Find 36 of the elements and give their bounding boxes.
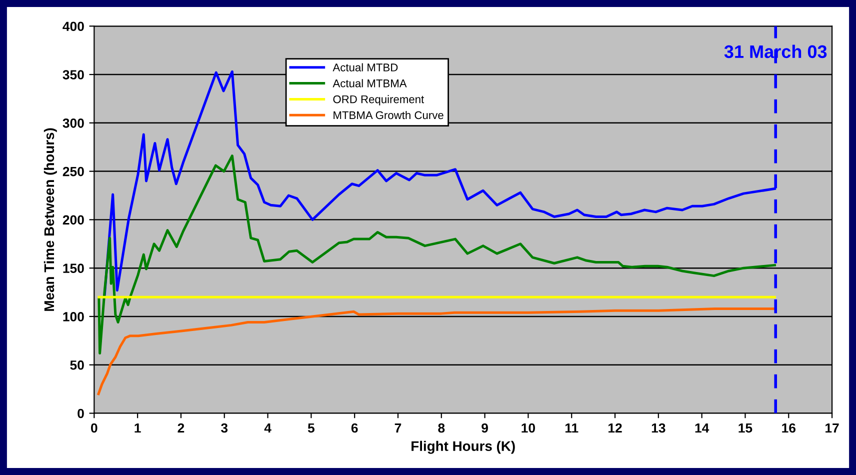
x-tick-label: 5: [308, 423, 314, 433]
x-tick-label: 2: [178, 423, 184, 433]
legend-label: Actual MTBD: [332, 63, 398, 72]
line-series: [98, 154, 776, 354]
legend-label: ORD Requirement: [333, 95, 424, 106]
y-tick-label: 0: [78, 408, 84, 418]
x-axis-title: Flight Hours (K): [412, 440, 515, 454]
x-tick-label: 10: [522, 423, 535, 433]
x-tick-label: 13: [652, 423, 666, 433]
x-tick-label: 14: [695, 423, 710, 433]
x-tick-label: 16: [782, 423, 796, 433]
legend-label: Actual MTBMA: [332, 79, 407, 88]
x-tick-label: 15: [738, 423, 752, 433]
x-tick-label: 11: [565, 423, 578, 433]
x-tick-label: 4: [264, 423, 272, 433]
x-tick-label: 17: [826, 423, 839, 433]
x-tick-label: 8: [438, 423, 445, 433]
x-tick-label: 12: [608, 423, 622, 433]
y-tick-label: 150: [63, 264, 84, 273]
y-tick-label: 200: [62, 215, 84, 225]
y-tick-label: 300: [62, 118, 84, 128]
y-tick-label: 250: [62, 166, 84, 176]
x-tick-label: 7: [394, 423, 402, 433]
y-tick-label: 100: [63, 312, 84, 322]
y-tick-label: 400: [62, 22, 84, 32]
y-tick-label: 350: [62, 70, 84, 80]
x-tick-label: 6: [351, 423, 358, 433]
x-tick-label: 1: [134, 423, 141, 433]
x-tick-label: 9: [482, 423, 488, 433]
x-tick-label: 3: [221, 423, 228, 433]
legend-label: MTBMA Growth Curve: [334, 110, 444, 120]
x-tick-label: 0: [91, 423, 98, 433]
line-series: [97, 307, 776, 396]
ref-line-label: 31 March 03: [724, 44, 827, 58]
y-axis-title: Mean Time Between (hours): [44, 128, 57, 311]
y-tick-label: 50: [70, 360, 84, 370]
